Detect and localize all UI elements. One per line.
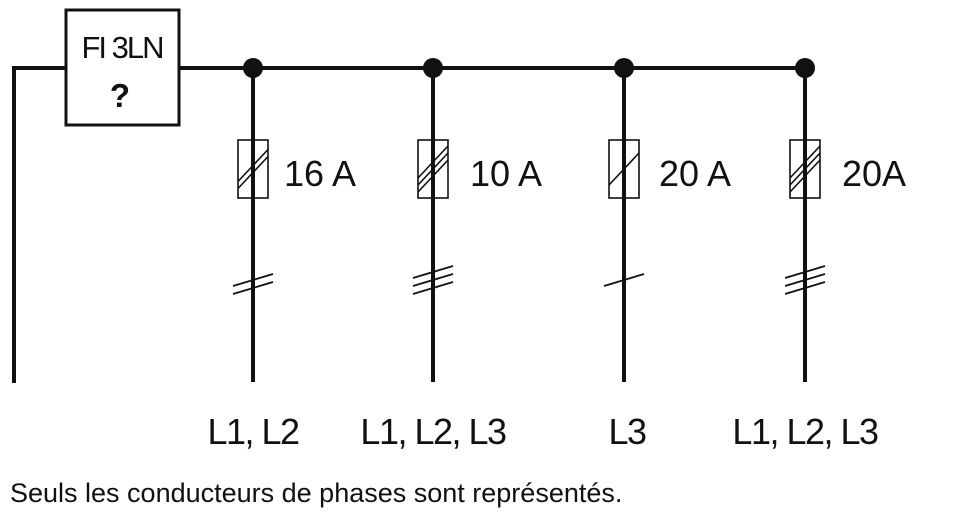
- conductor-slash: [417, 145, 449, 179]
- conductor-marks: [784, 265, 826, 295]
- rcd-box: [64, 8, 181, 127]
- phase-label: L1, L2, L3: [732, 411, 878, 452]
- rcd-label: FI 3LN: [81, 30, 162, 65]
- conductor-marks: [603, 273, 645, 287]
- branch-4: 20A L1, L2, L3: [732, 58, 906, 452]
- branch-3: 20 A L3: [603, 58, 731, 452]
- fuse-slashes: [608, 152, 640, 186]
- conductor-slash: [789, 159, 821, 193]
- conductor-marks: [232, 273, 274, 295]
- conductor-slash: [784, 273, 826, 287]
- conductor-slash: [784, 281, 826, 295]
- fuse-rating: 20A: [842, 153, 906, 194]
- phase-label: L1, L2: [207, 411, 299, 452]
- rcd-device: FI 3LN ?: [64, 8, 181, 127]
- conductor-slash: [608, 152, 640, 186]
- conductor-slash: [232, 281, 274, 295]
- fuse-slashes: [789, 145, 821, 193]
- caption: Seuls les conducteurs de phases sont rep…: [10, 478, 623, 508]
- phase-label: L1, L2, L3: [360, 411, 506, 452]
- fuse-rating: 16 A: [284, 153, 356, 194]
- conductor-slash: [789, 145, 821, 179]
- conductor-slash: [789, 152, 821, 186]
- phase-label: L3: [608, 411, 646, 452]
- fuse-slashes: [237, 148, 269, 190]
- rcd-question-mark: ?: [110, 77, 130, 114]
- conductor-slash: [417, 152, 449, 186]
- conductor-slash: [417, 159, 449, 193]
- conductor-slash: [232, 273, 274, 287]
- conductor-slash: [603, 273, 645, 287]
- conductor-slash: [237, 155, 269, 190]
- conductor-slash: [412, 273, 454, 287]
- fuse-slashes: [417, 145, 449, 193]
- branch-1: 16 A L1, L2: [207, 58, 356, 452]
- feeder-line: [12, 66, 66, 383]
- conductor-marks: [412, 265, 454, 295]
- branch-2: 10 A L1, L2, L3: [360, 58, 542, 452]
- conductor-slash: [237, 148, 269, 183]
- conductor-slash: [412, 265, 454, 279]
- conductor-slash: [784, 265, 826, 279]
- conductor-slash: [412, 281, 454, 295]
- fuse-rating: 10 A: [470, 153, 542, 194]
- fuse-rating: 20 A: [659, 153, 731, 194]
